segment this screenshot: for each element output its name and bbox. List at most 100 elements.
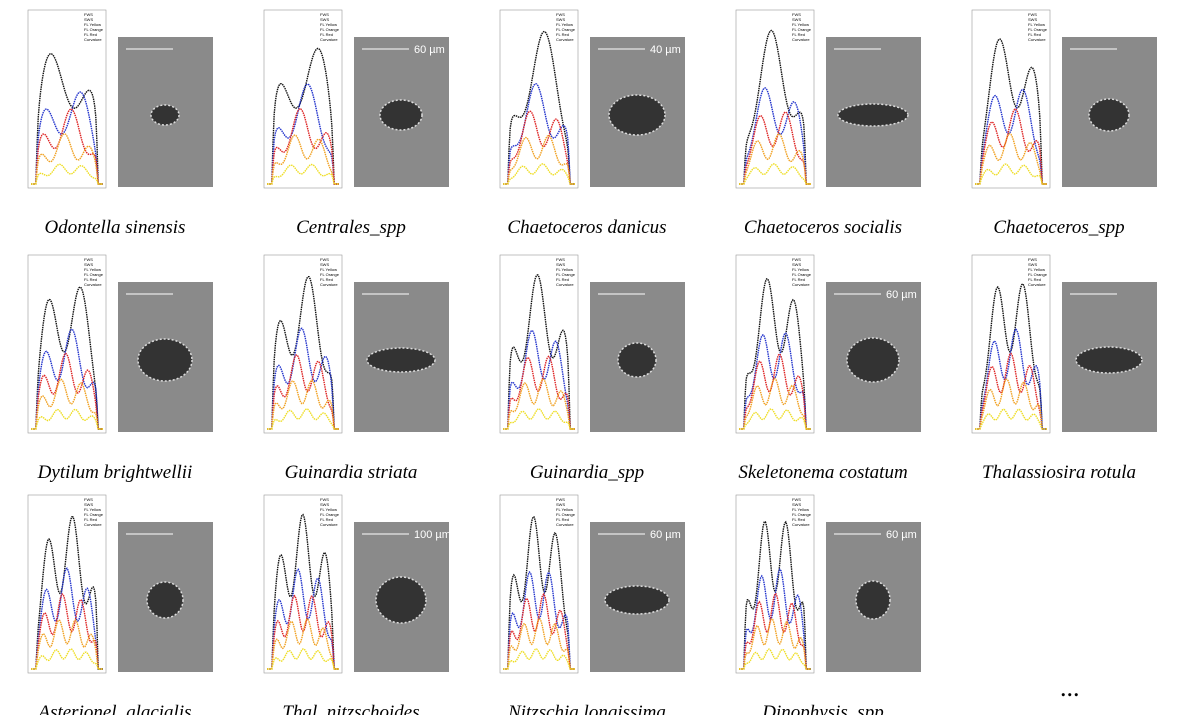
legend-label: Curvature [84, 282, 102, 287]
profile-curve [267, 649, 339, 669]
profile-curve [975, 164, 1047, 184]
profile-curve [975, 329, 1047, 429]
profile-curve [503, 32, 575, 184]
profile-curve [503, 84, 575, 184]
particle [605, 586, 669, 614]
figure: ... FWSSWSFL YellowFL OrangeFL RedCurvat… [0, 0, 1181, 715]
scale-label: 40 µm [650, 44, 681, 56]
panel: FWSSWSFL YellowFL OrangeFL RedCurvatureT… [972, 255, 1157, 483]
legend-label: Curvature [1028, 37, 1046, 42]
scale-label: 60 µm [650, 529, 681, 541]
particle [838, 104, 908, 126]
particle [138, 339, 192, 381]
profile-curve [739, 164, 811, 184]
profile-curve [975, 39, 1047, 184]
legend-label: Curvature [320, 37, 338, 42]
panel: FWSSWSFL YellowFL OrangeFL RedCurvature1… [264, 495, 451, 715]
particle [151, 105, 179, 125]
profile-curve [31, 287, 103, 429]
legend-label: Curvature [792, 37, 810, 42]
panel: FWSSWSFL YellowFL OrangeFL RedCurvature6… [264, 10, 449, 238]
profile-curve [975, 284, 1047, 429]
legend-label: Curvature [792, 522, 810, 527]
caption: Asterionel. glacialis [36, 702, 191, 715]
legend-label: Curvature [1028, 282, 1046, 287]
legend-label: Curvature [84, 37, 102, 42]
scale-label: 60 µm [886, 289, 917, 301]
profile-curve [31, 649, 103, 669]
profile-curve [503, 517, 575, 669]
profile-curve [267, 409, 339, 429]
profile-curve [975, 109, 1047, 184]
profile-curve [503, 649, 575, 669]
particle [147, 582, 183, 618]
particle [609, 95, 665, 135]
profile-curve [267, 165, 339, 185]
caption: Chaetoceros socialis [744, 217, 902, 238]
particle [847, 338, 899, 382]
profile-curve [267, 135, 339, 184]
legend-label: Curvature [84, 522, 102, 527]
panel: FWSSWSFL YellowFL OrangeFL RedCurvatureC… [736, 10, 921, 238]
caption: Dytilum brightwellii [37, 462, 193, 483]
profile-curve [267, 569, 339, 669]
profile-curve [975, 379, 1047, 429]
profile-curve [503, 111, 575, 184]
scale-label: 100 µm [414, 529, 451, 541]
profile-curve [739, 279, 811, 429]
legend-label: Curvature [320, 522, 338, 527]
caption: Thalassiosira rotula [982, 462, 1136, 483]
scale-label: 60 µm [886, 529, 917, 541]
caption: Guinardia striata [285, 462, 418, 483]
caption: Centrales_spp [296, 217, 406, 238]
profile-curve [975, 90, 1047, 185]
legend-label: Curvature [320, 282, 338, 287]
particle [367, 348, 435, 372]
particle [856, 581, 890, 619]
panel: FWSSWSFL YellowFL OrangeFL RedCurvature4… [500, 10, 685, 238]
scale-label: 60 µm [414, 44, 445, 56]
profile-curve [267, 380, 339, 429]
profile-curve [31, 594, 103, 669]
panel: FWSSWSFL YellowFL OrangeFL RedCurvatureG… [500, 255, 685, 483]
caption: Skeletonema costatum [738, 462, 907, 483]
caption: Thal. nitzschoides [282, 702, 419, 715]
profile-curve [739, 409, 811, 429]
profile-curve [267, 277, 339, 429]
profile-curve [739, 649, 811, 669]
particle [380, 100, 422, 130]
caption: Nitzschia longissima [507, 702, 666, 715]
caption: Odontella sinensis [45, 217, 186, 238]
legend-label: Curvature [556, 522, 574, 527]
profile-curve [739, 569, 811, 669]
profile-curve [31, 92, 103, 184]
caption: Guinardia_spp [530, 462, 644, 483]
profile-curve [503, 330, 575, 429]
profile-curve [503, 356, 575, 429]
particle [618, 343, 656, 377]
legend-label: Curvature [792, 282, 810, 287]
caption: Chaetoceros danicus [507, 217, 666, 238]
legend-label: Curvature [556, 37, 574, 42]
profile-curve [267, 619, 339, 669]
caption: Dinophysis_spp [761, 702, 883, 715]
legend-label: Curvature [556, 282, 574, 287]
profile-curve [31, 109, 103, 184]
profile-curve [503, 275, 575, 429]
profile-curve [31, 517, 103, 669]
caption: Chaetoceros_spp [993, 217, 1124, 238]
profile-curve [975, 409, 1047, 429]
panel: FWSSWSFL YellowFL OrangeFL RedCurvature6… [500, 495, 685, 715]
particle [1089, 99, 1129, 131]
profile-curve [31, 164, 103, 184]
particle [1076, 347, 1142, 373]
profile-curve [739, 88, 811, 184]
profile-curve [31, 379, 103, 429]
